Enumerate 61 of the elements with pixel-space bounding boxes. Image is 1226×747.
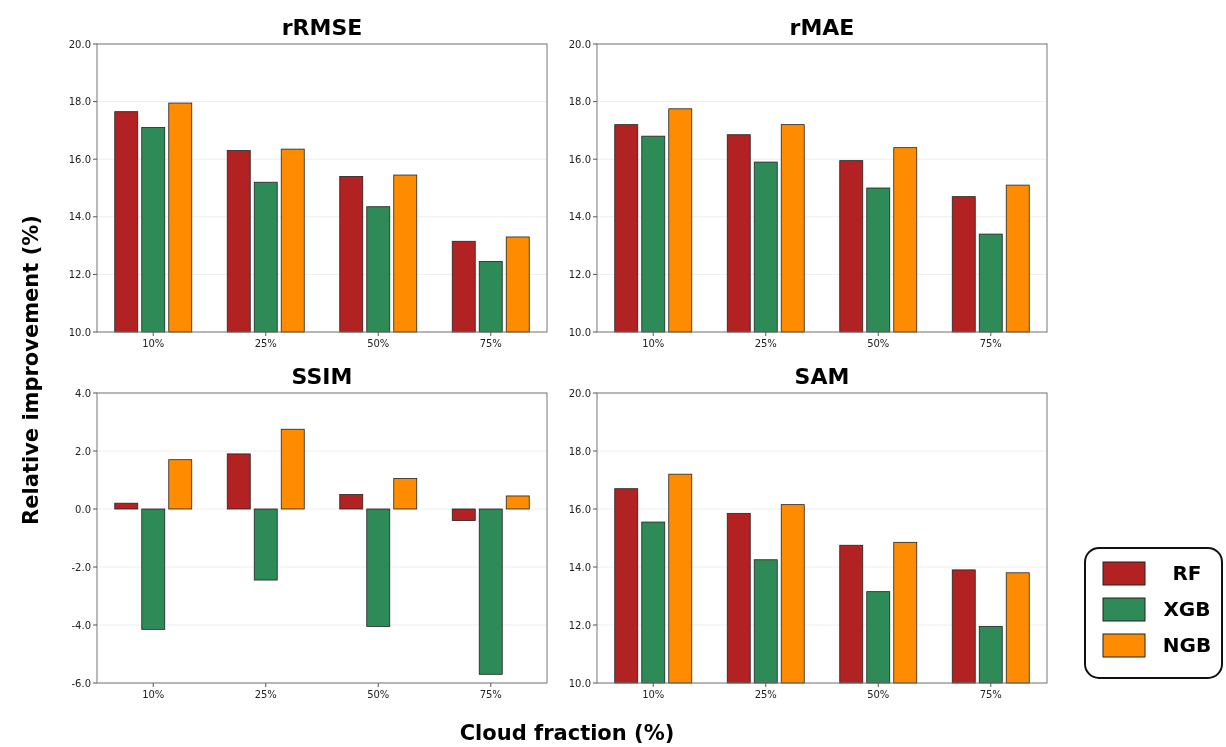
x-tick-label: 50%	[867, 338, 890, 349]
legend-label: RF	[1172, 561, 1202, 585]
y-tick-label: 10.0	[568, 326, 591, 338]
x-tick-label: 25%	[254, 689, 277, 700]
y-tick-label: 10.0	[568, 677, 591, 689]
chart-title: SSIM	[291, 364, 353, 389]
y-tick-label: 0.0	[75, 503, 91, 515]
y-tick-label: 18.0	[568, 96, 591, 108]
y-tick-label: -2.0	[71, 561, 91, 573]
bar	[366, 508, 391, 627]
x-tick-label: 75%	[479, 338, 502, 349]
y-tick-label: 14.0	[568, 211, 591, 223]
chart-title: SAM	[794, 364, 850, 389]
x-tick-label: 25%	[754, 338, 777, 349]
x-tick-label: 10%	[142, 338, 165, 349]
x-tick-label: 25%	[254, 338, 277, 349]
x-tick-label: 75%	[979, 689, 1002, 700]
bar	[505, 495, 530, 510]
chart-title: rRMSE	[281, 15, 363, 40]
y-tick-label: -6.0	[71, 677, 91, 689]
bar	[114, 502, 139, 510]
bar	[393, 478, 418, 510]
y-tick-label: 20.0	[568, 38, 591, 50]
bar	[451, 508, 476, 521]
y-tick-label: 16.0	[568, 503, 591, 515]
y-tick-label: 18.0	[568, 445, 591, 457]
bar	[478, 508, 503, 675]
y-tick-label: 18.0	[68, 96, 91, 108]
y-tick-label: 20.0	[568, 387, 591, 399]
x-tick-label: 75%	[979, 338, 1002, 349]
x-tick-label: 50%	[367, 338, 390, 349]
y-axis-title: Relative improvement (%)	[19, 215, 43, 525]
bar	[339, 494, 364, 510]
legend-label: NGB	[1162, 633, 1212, 657]
x-tick-label: 25%	[754, 689, 777, 700]
chart-title: rMAE	[789, 15, 855, 40]
x-axis-title: Cloud fraction (%)	[459, 721, 675, 745]
y-tick-label: 2.0	[75, 445, 91, 457]
bar	[141, 508, 166, 630]
bar	[253, 508, 278, 581]
y-tick-label: 4.0	[75, 387, 91, 399]
y-tick-label: 14.0	[568, 561, 591, 573]
y-tick-label: 10.0	[68, 326, 91, 338]
legend-label: XGB	[1163, 597, 1211, 621]
bar	[280, 428, 305, 510]
x-tick-label: 10%	[142, 689, 165, 700]
bar	[226, 453, 251, 510]
y-tick-label: 16.0	[68, 153, 91, 165]
y-tick-label: 14.0	[68, 211, 91, 223]
x-tick-label: 10%	[642, 338, 665, 349]
x-tick-label: 50%	[367, 689, 390, 700]
x-tick-label: 10%	[642, 689, 665, 700]
y-tick-label: -4.0	[71, 619, 91, 631]
y-tick-label: 20.0	[68, 38, 91, 50]
x-tick-label: 50%	[867, 689, 890, 700]
y-tick-label: 12.0	[68, 268, 91, 280]
x-tick-label: 75%	[479, 689, 502, 700]
y-tick-label: 12.0	[568, 268, 591, 280]
y-tick-label: 12.0	[568, 619, 591, 631]
bar	[168, 459, 193, 510]
y-tick-label: 16.0	[568, 153, 591, 165]
